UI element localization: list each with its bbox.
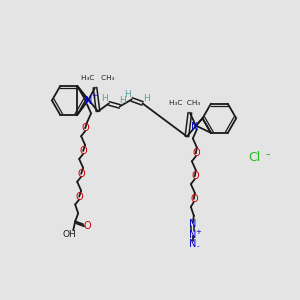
Text: O: O (83, 221, 91, 231)
Text: H₃C  CH₃: H₃C CH₃ (169, 100, 200, 106)
Text: O: O (191, 171, 199, 181)
Text: O: O (77, 169, 85, 179)
Text: O: O (192, 148, 200, 158)
Text: N: N (189, 230, 197, 240)
Text: +: + (91, 94, 97, 100)
Text: -: - (196, 244, 199, 250)
Text: O: O (75, 192, 83, 202)
Text: N: N (189, 219, 197, 229)
Text: H: H (143, 94, 150, 103)
Text: N: N (191, 122, 199, 132)
Text: H: H (101, 94, 108, 103)
Text: OH: OH (62, 230, 76, 239)
Text: O: O (190, 194, 198, 204)
Text: Cl: Cl (248, 152, 260, 164)
Text: O: O (79, 146, 87, 156)
Text: +: + (195, 229, 201, 235)
Text: N: N (189, 239, 197, 250)
Text: H₃C   CH₃: H₃C CH₃ (81, 75, 115, 81)
Text: -: - (266, 148, 270, 161)
Text: O: O (81, 123, 89, 133)
Text: H: H (119, 96, 126, 105)
Text: N: N (85, 97, 93, 106)
Text: H: H (124, 90, 131, 99)
